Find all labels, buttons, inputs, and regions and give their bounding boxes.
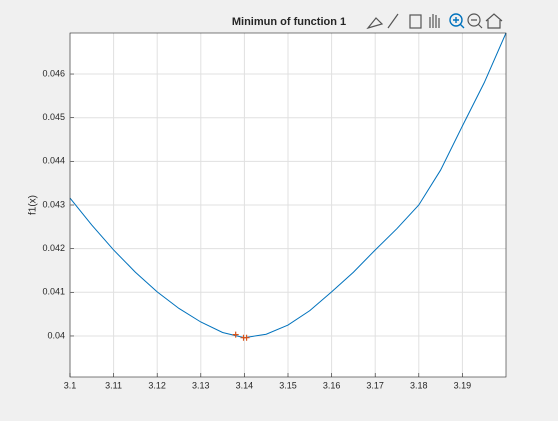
home-icon[interactable] bbox=[485, 13, 503, 29]
x-tick-label: 3.17 bbox=[366, 380, 384, 390]
marker bbox=[232, 331, 239, 338]
x-tick-label: 3.14 bbox=[236, 380, 254, 390]
zoom-in-icon-cross bbox=[453, 17, 465, 29]
x-tick-label: 3.12 bbox=[148, 380, 166, 390]
x-tick-label: 3.15 bbox=[279, 380, 297, 390]
x-tick-label: 3.13 bbox=[192, 380, 210, 390]
y-tick-label: 0.044 bbox=[42, 156, 65, 166]
export-icon[interactable] bbox=[366, 17, 384, 30]
zoom-in-icon[interactable] bbox=[449, 13, 463, 27]
brush-icon[interactable] bbox=[387, 13, 399, 29]
zoom-out-icon-minus bbox=[471, 19, 483, 29]
y-tick-label: 0.042 bbox=[42, 243, 65, 253]
zoom-out-icon[interactable] bbox=[467, 13, 481, 27]
y-tick-label: 0.043 bbox=[42, 199, 65, 209]
axes-box bbox=[69, 32, 507, 378]
toolbar bbox=[366, 13, 503, 30]
y-tick-label: 0.046 bbox=[42, 68, 65, 78]
y-tick-label: 0.045 bbox=[42, 112, 65, 122]
chart-title: Minimun of function 1 bbox=[232, 16, 346, 28]
marker bbox=[243, 334, 250, 341]
x-tick-label: 3.19 bbox=[454, 380, 472, 390]
y-tick-label: 0.04 bbox=[47, 330, 65, 340]
y-tick-label: 0.041 bbox=[42, 287, 65, 297]
datatip-icon[interactable] bbox=[409, 14, 422, 29]
x-tick-label: 3.1 bbox=[64, 380, 77, 390]
x-tick-label: 3.11 bbox=[105, 380, 122, 390]
x-tick-label: 3.16 bbox=[323, 380, 341, 390]
x-tick-label: 3.18 bbox=[410, 380, 428, 390]
y-axis-label: f1(x) bbox=[28, 195, 39, 215]
data-line bbox=[69, 32, 507, 339]
pan-icon[interactable] bbox=[429, 14, 440, 28]
